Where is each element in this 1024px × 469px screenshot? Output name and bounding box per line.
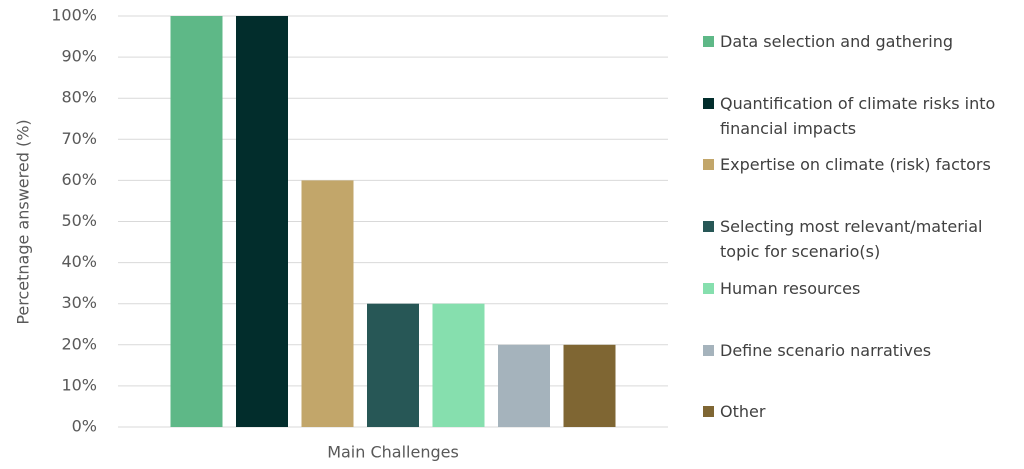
y-tick-label: 30% <box>61 293 97 312</box>
legend-label: Define scenario narratives <box>720 340 932 360</box>
bar <box>301 180 354 427</box>
legend-swatch <box>703 282 714 294</box>
bar <box>236 16 288 427</box>
legend-item: Define scenario narratives <box>703 338 1021 363</box>
bar <box>432 303 485 427</box>
y-tick-label: 0% <box>72 417 97 436</box>
legend-label: Data selection and gathering <box>720 32 954 51</box>
legend-item: Data selection and gathering <box>703 29 1021 54</box>
legend-label: Expertise on climate (risk) factors <box>720 155 991 175</box>
bar <box>498 344 550 427</box>
legend-swatch <box>703 221 714 233</box>
y-tick-label: 80% <box>61 88 97 107</box>
x-tick-label: Main Challenges <box>327 443 459 462</box>
y-tick-label: 20% <box>61 334 97 353</box>
legend-label: Quantification of climate risks into fin… <box>720 93 996 138</box>
y-tick-label: 70% <box>61 129 97 148</box>
y-tick-label: 40% <box>61 252 97 271</box>
y-tick-label: 90% <box>61 47 97 66</box>
legend-item: Quantification of climate risks into fin… <box>703 91 1021 141</box>
y-tick-label: 100% <box>51 6 97 25</box>
y-tick-label: 10% <box>61 375 97 394</box>
legend-swatch <box>703 36 714 47</box>
y-tick-label: 50% <box>61 211 97 230</box>
bar <box>367 303 419 427</box>
legend-item: Selecting most relevant/material topic f… <box>703 214 1021 264</box>
legend-label: Other <box>720 402 766 422</box>
legend-item: Human resources <box>703 276 1021 301</box>
legend-item: Other <box>703 399 1021 424</box>
legend-swatch <box>703 159 714 171</box>
y-axis-label: Percetnage answered (%) <box>14 119 33 324</box>
legend-swatch <box>703 406 714 418</box>
y-tick-label: 60% <box>61 170 97 189</box>
bar <box>563 344 616 427</box>
legend-label: Human resources <box>720 278 861 298</box>
legend-item: Expertise on climate (risk) factors <box>703 152 1021 177</box>
legend-swatch <box>703 97 714 109</box>
legend-swatch <box>703 344 714 356</box>
legend-label: Selecting most relevant/material topic f… <box>720 217 983 262</box>
bar <box>170 16 223 427</box>
